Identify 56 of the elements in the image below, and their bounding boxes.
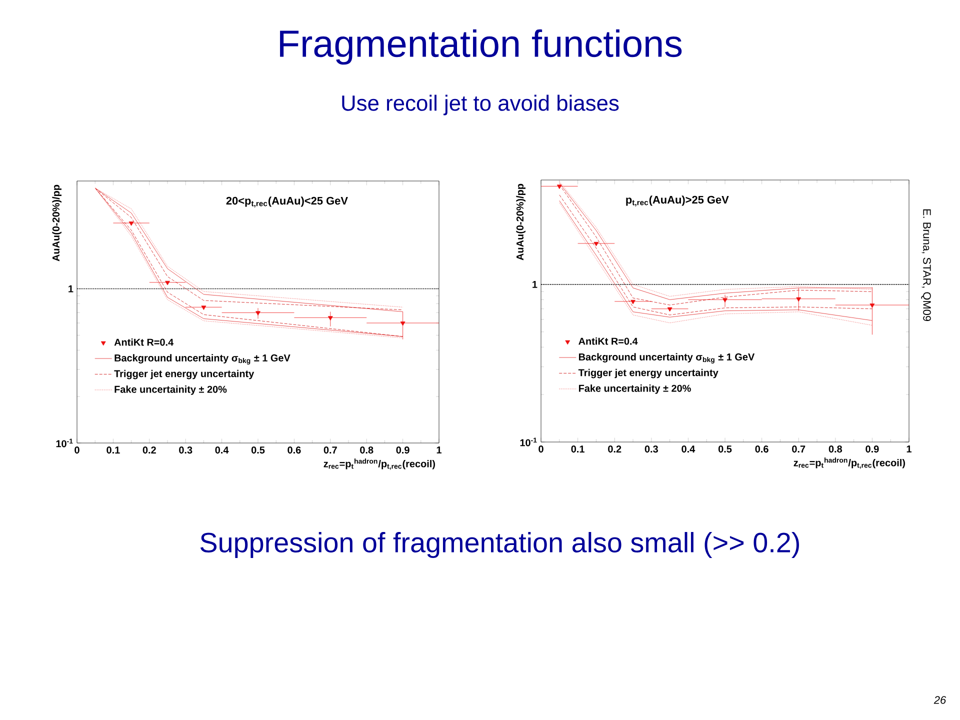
x-tick-label: 0.2 <box>142 446 156 454</box>
x-tick-label: 0.6 <box>755 446 768 453</box>
x-tick-label: 0.7 <box>792 446 806 453</box>
x-axis-title: z$_{rec}$=p$_{t}$$^{hadron}$/p$_{t,rec}$(recoil) <box>324 458 435 470</box>
x-tick-label: 0.5 <box>718 446 732 453</box>
x-tick-label: 0.8 <box>828 446 842 453</box>
x-tick-label: 0.1 <box>106 446 120 454</box>
x-tick-label: 0.5 <box>251 446 265 454</box>
legend-label: Fake uncertainity ± 20% <box>578 384 691 394</box>
x-tick-label: 0.8 <box>360 446 374 454</box>
annotation: p$_{t,rec}$(AuAu)>25 GeV <box>626 196 729 206</box>
point <box>870 304 875 308</box>
x-tick-label: 0.6 <box>288 446 301 454</box>
text: Suppression of fragmentation also small (>> 0.2) <box>200 532 799 558</box>
point <box>722 298 728 302</box>
x-tick-label: 0.2 <box>608 446 622 453</box>
y-tick-label: 10$^{-1}$ <box>520 438 537 446</box>
y-axis-title: AuAu(0-20%)/pp <box>516 184 526 260</box>
y-tick-label: 10$^{-1}$ <box>56 438 73 448</box>
point <box>400 322 406 326</box>
legend-label: AntiKt R=0.4 <box>578 337 638 345</box>
point <box>328 316 333 320</box>
y-axis-title: AuAu(0-20%)/pp <box>52 184 62 262</box>
legend-label: Fake uncertainity ± 20% <box>114 386 227 395</box>
x-tick-label: 1 <box>436 446 442 454</box>
legend-label: Background uncertainty σ$_{bkg}$ ± 1 GeV <box>114 354 290 364</box>
x-tick-label: 0.9 <box>396 446 410 454</box>
legend-label: Trigger jet energy uncertainty <box>578 368 718 378</box>
x-tick-label: 0.3 <box>179 446 192 454</box>
point <box>165 280 170 286</box>
x-tick-label: 0.4 <box>215 446 229 454</box>
x-tick-label: 0.4 <box>682 446 696 453</box>
x-tick-label: 1 <box>906 446 912 452</box>
point <box>594 242 599 246</box>
chart-subtitle: Use recoil jet to avoid biases <box>342 94 619 116</box>
x-tick-label: 0.1 <box>571 446 584 453</box>
x-axis-title: z$_{rec}$=p$_{t}$$^{hadron}$/p$_{t,rec}$(recoil) <box>794 458 905 469</box>
x-tick-label: 0.7 <box>324 446 337 454</box>
point <box>630 300 636 304</box>
legend-label: AntiKt R=0.4 <box>114 338 174 346</box>
annotation: 20<p$_{t,rec}$(AuAu)<25 GeV <box>226 196 348 208</box>
point <box>201 306 206 310</box>
x-tick-label: 0 <box>538 446 544 453</box>
point <box>128 222 134 226</box>
x-tick-label: 0.3 <box>644 446 658 453</box>
text: E. Bruna, STAR, QM09 <box>921 209 931 322</box>
point <box>796 297 802 302</box>
chart-title: Fragmentation functions <box>280 29 682 65</box>
legend-label: Background uncertainty σ$_{bkg}$ ± 1 GeV <box>578 353 755 364</box>
legend-label: Trigger jet energy uncertainty <box>114 370 254 380</box>
text: 26 <box>934 696 946 704</box>
x-tick-label: 0 <box>74 446 80 454</box>
point <box>256 311 260 316</box>
point <box>556 184 562 190</box>
point <box>667 307 672 312</box>
x-tick-label: 0.9 <box>866 446 879 453</box>
